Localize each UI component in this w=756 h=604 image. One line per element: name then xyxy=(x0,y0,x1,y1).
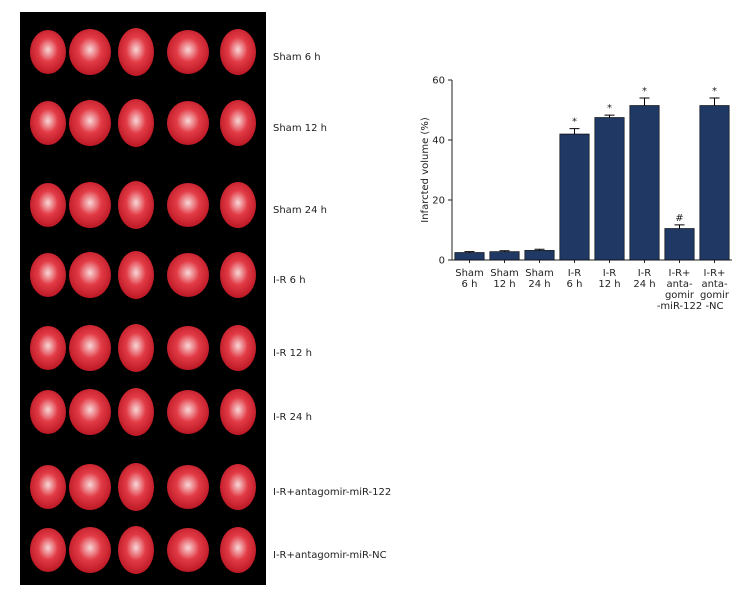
error-bar xyxy=(499,250,510,252)
brain-slice xyxy=(69,325,111,371)
error-bar xyxy=(639,97,650,106)
row-label: I-R+antagomir-miR-122 xyxy=(273,487,391,498)
y-tick-label: 40 xyxy=(432,136,445,147)
row-labels: Sham 6 h Sham 12 h Sham 24 h I-R 6 h I-R 12 … xyxy=(273,52,391,561)
brain-slice xyxy=(118,28,154,76)
bar xyxy=(559,133,590,261)
bar xyxy=(489,251,520,261)
brain-slice xyxy=(30,528,66,572)
x-tick-label: I-R 6 h xyxy=(567,268,583,290)
bar xyxy=(699,105,730,261)
brain-slice xyxy=(118,324,154,372)
bar xyxy=(594,117,625,261)
brain-slice xyxy=(69,389,111,435)
error-bar xyxy=(709,97,720,106)
row-label: I-R 12 h xyxy=(273,348,312,359)
brain-slice xyxy=(30,253,66,297)
brain-slice xyxy=(30,183,66,227)
row-label: I-R 24 h xyxy=(273,412,312,423)
error-bar xyxy=(674,224,685,229)
brain-slice xyxy=(220,389,256,435)
x-tick-label: Sham 24 h xyxy=(525,268,554,290)
brain-slice xyxy=(30,30,66,74)
significance-mark: * xyxy=(572,117,577,128)
brain-slice xyxy=(118,463,154,511)
x-tick-label: Sham 12 h xyxy=(490,268,519,290)
significance-mark: * xyxy=(607,103,612,114)
brain-slice xyxy=(220,100,256,146)
row-label: I-R 6 h xyxy=(273,275,306,286)
brain-slice xyxy=(118,388,154,436)
brain-slice xyxy=(118,99,154,147)
brain-slice xyxy=(69,527,111,573)
y-tick-label: 20 xyxy=(432,196,445,207)
brain-slice xyxy=(30,465,66,509)
brain-slice xyxy=(30,101,66,145)
row-label: Sham 6 h xyxy=(273,52,321,63)
bar xyxy=(629,105,660,261)
brain-slice xyxy=(69,29,111,75)
brain-slice xyxy=(118,526,154,574)
row-label: I-R+antagomir-miR-NC xyxy=(273,550,387,561)
row-label: Sham 12 h xyxy=(273,123,327,134)
brain-slice xyxy=(167,390,209,434)
row-label: Sham 24 h xyxy=(273,205,327,216)
significance-mark: * xyxy=(642,86,647,97)
y-tick-label: 60 xyxy=(432,76,445,87)
brain-slice xyxy=(167,183,209,227)
brain-slice xyxy=(220,29,256,75)
x-tick-label: Sham 6 h xyxy=(455,268,484,290)
brain-slice xyxy=(118,251,154,299)
brain-slice xyxy=(220,325,256,371)
bar xyxy=(664,228,695,261)
x-tick-label: I-R 12 h xyxy=(598,268,620,290)
error-bar xyxy=(569,128,580,134)
x-tick-label: I-R+ anta-gomir -NC xyxy=(700,268,730,312)
x-tick-label: I-R+ anta-gomir -miR-122 xyxy=(657,268,702,312)
brain-slice xyxy=(167,253,209,297)
y-axis-label: Infarcted volume (%) xyxy=(420,117,431,223)
bar-chart: Infarcted volume (%) 0 20 40 60 Sham 6 h Sham 1… xyxy=(420,76,732,312)
brain-slice xyxy=(220,527,256,573)
x-tick-label: I-R 24 h xyxy=(633,268,655,290)
brain-slice xyxy=(220,252,256,298)
brain-slice xyxy=(118,181,154,229)
brain-slice xyxy=(30,326,66,370)
brain-slice xyxy=(220,182,256,228)
brain-slice xyxy=(220,464,256,510)
brain-slices xyxy=(30,28,256,574)
significance-mark: * xyxy=(712,86,717,97)
brain-slice xyxy=(167,101,209,145)
significance-mark: # xyxy=(675,213,683,224)
brain-slice xyxy=(69,182,111,228)
brain-slice xyxy=(30,390,66,434)
brain-slice xyxy=(69,100,111,146)
brain-slice xyxy=(167,528,209,572)
brain-slice xyxy=(167,465,209,509)
bar xyxy=(524,250,555,261)
error-bar xyxy=(604,114,615,118)
brain-slice xyxy=(167,326,209,370)
brain-slice xyxy=(69,464,111,510)
error-bar xyxy=(464,251,475,253)
brain-slice xyxy=(69,252,111,298)
error-bar xyxy=(534,248,545,251)
y-tick-label: 0 xyxy=(439,256,445,267)
brain-slice xyxy=(167,30,209,74)
bar xyxy=(454,252,485,261)
